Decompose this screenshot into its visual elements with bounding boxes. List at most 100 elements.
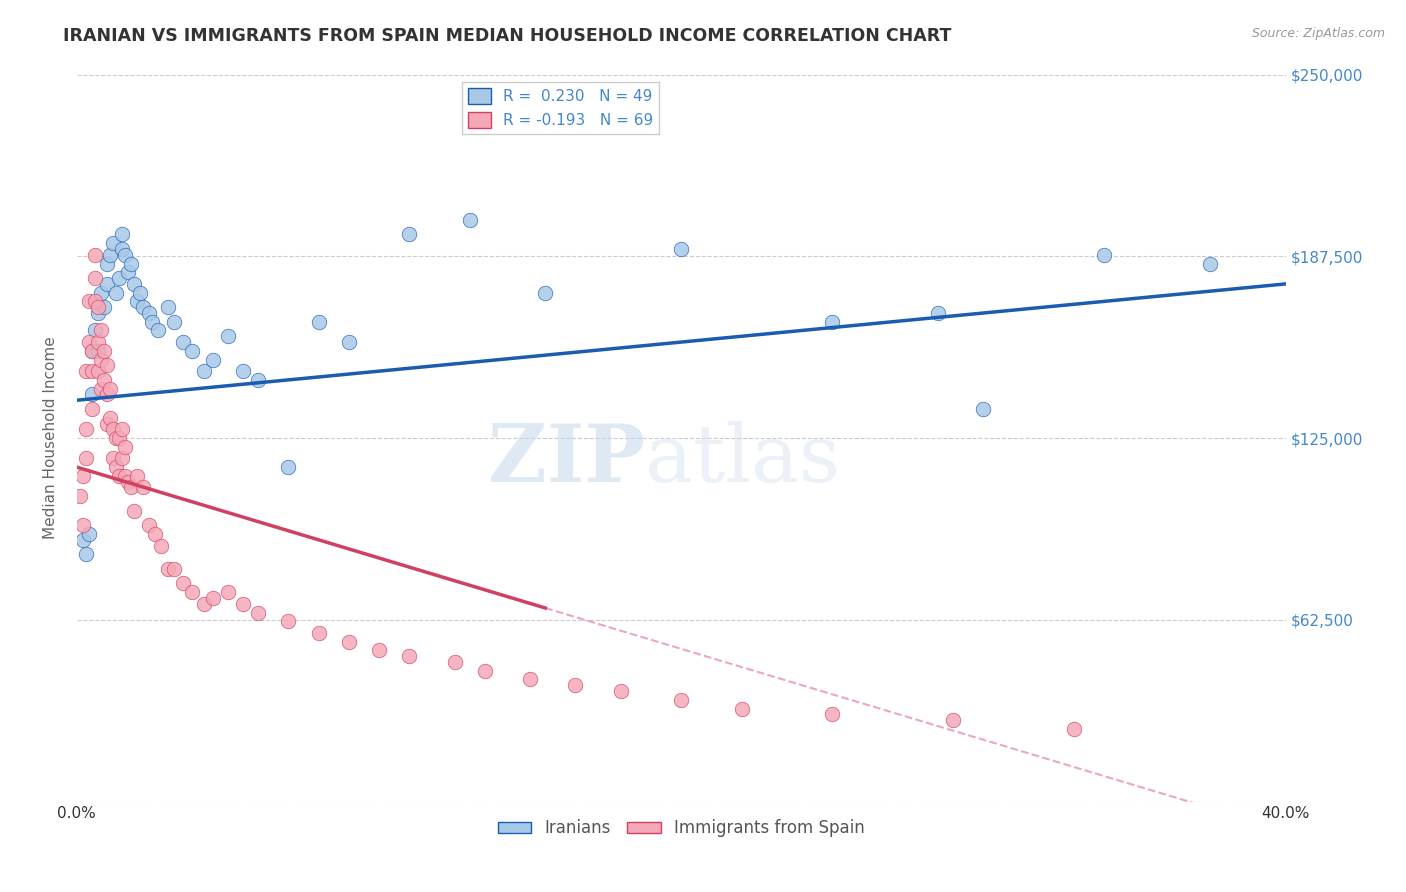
Point [80,343,103,358]
Point [193,364,215,378]
Point [108,431,131,445]
Point [87,343,110,358]
Point [1092,248,1115,262]
Point [180,585,202,599]
Point [193,597,215,611]
Point [145,527,167,541]
Point [80,364,103,378]
Point [277,614,299,628]
Point [111,451,134,466]
Point [120,481,142,495]
Point [124,277,146,291]
Point [180,343,202,358]
Point [90,382,112,396]
Point [105,285,128,300]
Point [201,591,224,605]
Text: atlas: atlas [645,421,841,499]
Point [534,285,557,300]
Point [368,643,391,657]
Point [111,422,134,436]
Point [927,306,949,320]
Point [101,236,124,251]
Point [247,606,270,620]
Point [172,576,194,591]
Point [80,401,103,416]
Point [610,684,633,698]
Point [117,475,139,489]
Point [87,334,110,349]
Point [138,306,160,320]
Point [117,265,139,279]
Point [247,373,270,387]
Point [96,256,118,270]
Point [308,315,330,329]
Point [162,562,184,576]
Point [474,664,496,678]
Point [132,300,155,314]
Point [114,468,136,483]
Point [84,248,107,262]
Point [93,343,115,358]
Point [75,364,97,378]
Point [72,468,94,483]
Point [821,315,844,329]
Point [308,626,330,640]
Point [72,533,94,547]
Point [105,460,128,475]
Point [114,248,136,262]
Point [84,323,107,337]
Point [141,315,163,329]
Point [101,422,124,436]
Point [337,334,360,349]
Point [148,323,170,337]
Point [90,285,112,300]
Point [69,489,91,503]
Point [87,300,110,314]
Point [217,329,239,343]
Text: Source: ZipAtlas.com: Source: ZipAtlas.com [1251,27,1385,40]
Point [87,364,110,378]
Point [671,242,693,256]
Point [398,649,420,664]
Point [108,468,131,483]
Point [96,387,118,401]
Point [84,294,107,309]
Point [443,655,465,669]
Point [129,285,152,300]
Text: IRANIAN VS IMMIGRANTS FROM SPAIN MEDIAN HOUSEHOLD INCOME CORRELATION CHART: IRANIAN VS IMMIGRANTS FROM SPAIN MEDIAN … [63,27,952,45]
Point [90,352,112,367]
Point [75,547,97,561]
Point [101,451,124,466]
Point [75,451,97,466]
Point [217,585,239,599]
Point [111,227,134,242]
Point [337,634,360,648]
Point [105,431,128,445]
Point [132,481,155,495]
Point [972,401,994,416]
Point [108,271,131,285]
Point [77,334,100,349]
Point [942,713,965,727]
Point [1063,722,1085,736]
Point [277,460,299,475]
Point [458,213,481,227]
Point [232,597,254,611]
Point [519,673,541,687]
Point [120,256,142,270]
Point [172,334,194,349]
Point [150,539,173,553]
Point [93,300,115,314]
Point [114,440,136,454]
Point [162,315,184,329]
Point [156,300,179,314]
Point [232,364,254,378]
Point [111,242,134,256]
Point [127,468,149,483]
Point [156,562,179,576]
Point [1199,256,1222,270]
Point [98,248,121,262]
Point [80,343,103,358]
Point [98,382,121,396]
Point [77,527,100,541]
